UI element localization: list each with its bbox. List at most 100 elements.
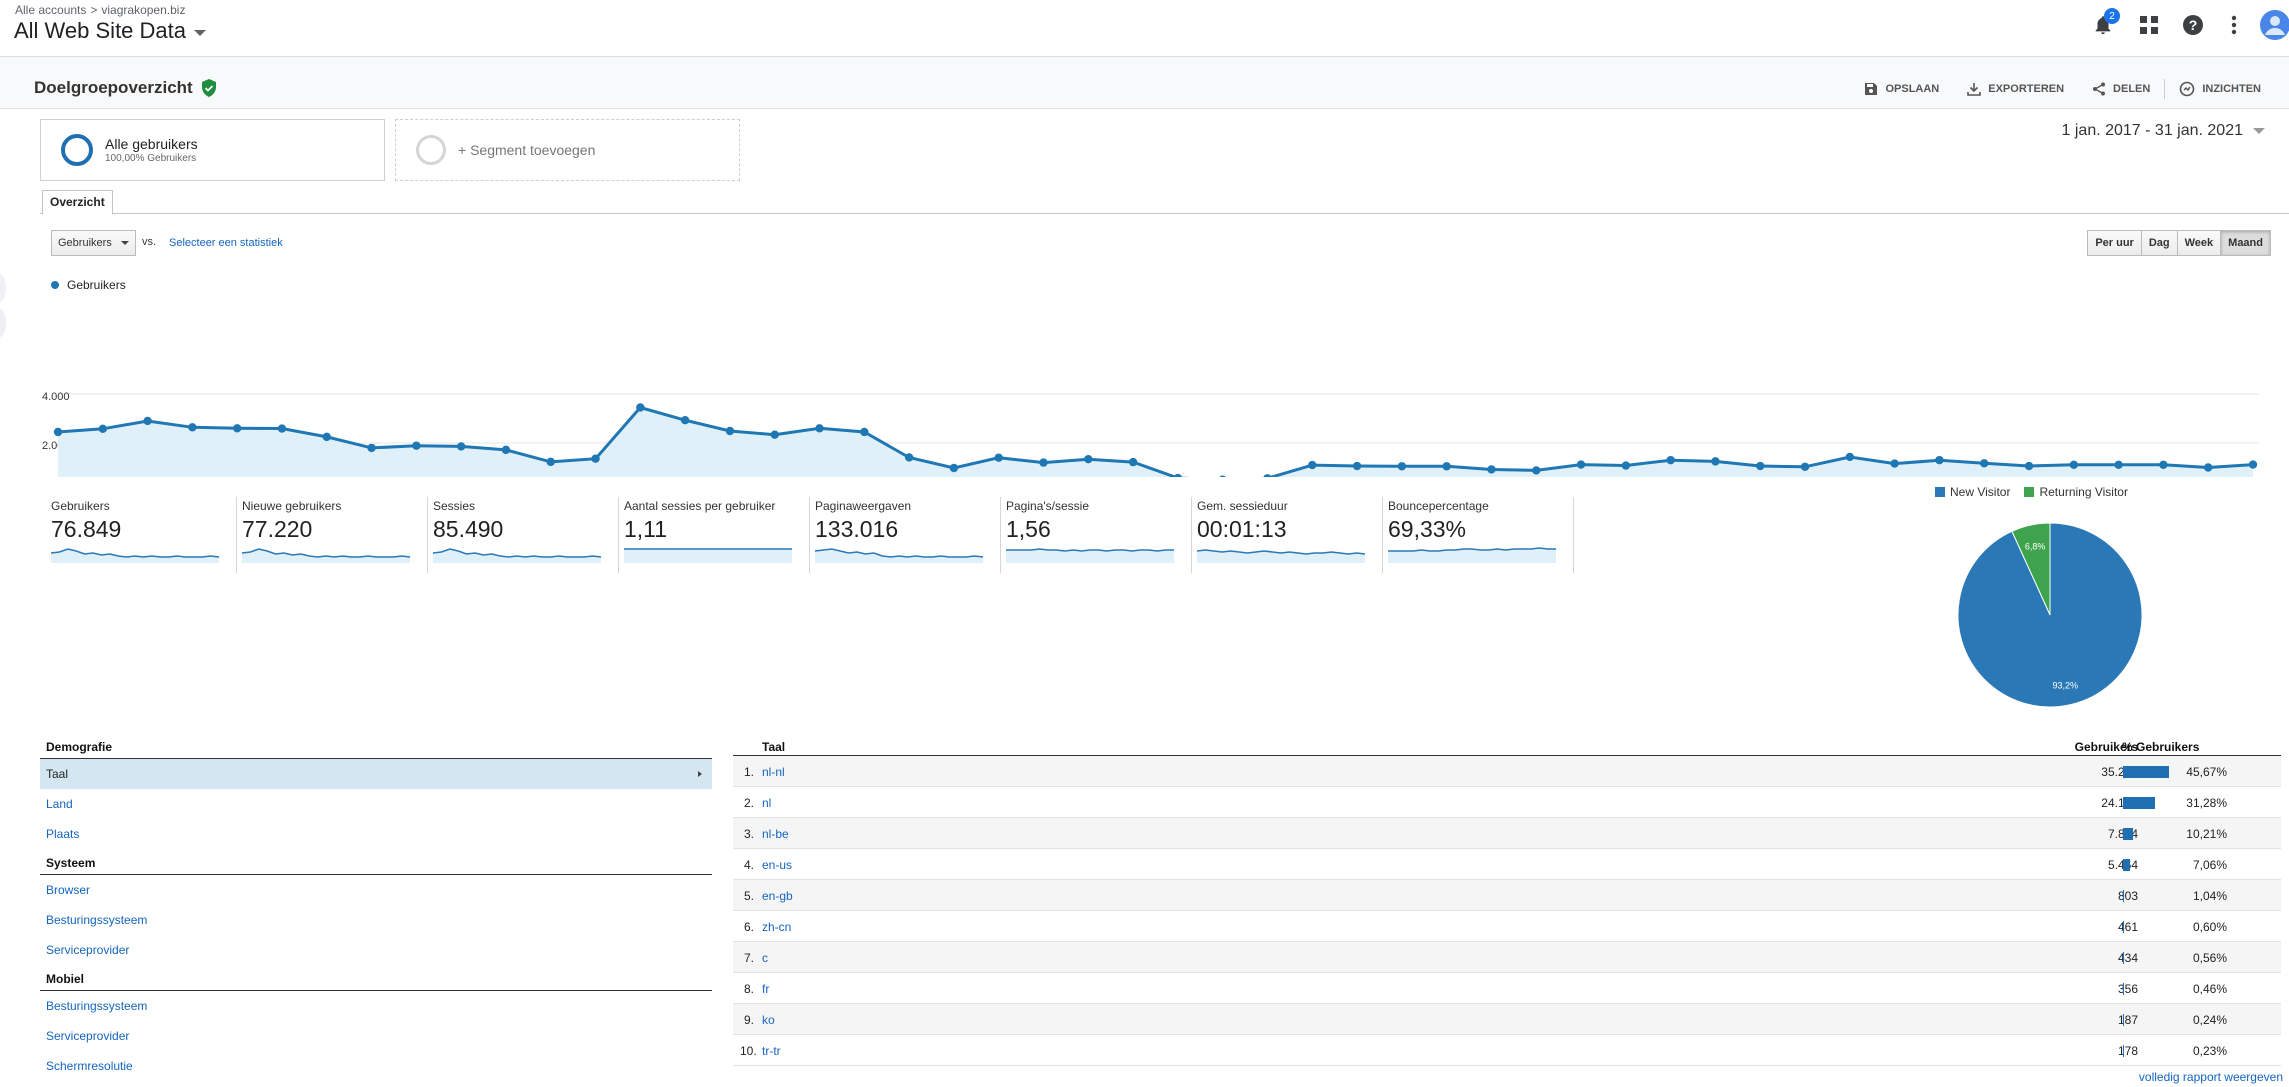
segment-all-users[interactable]: Alle gebruikers 100,00% Gebruikers bbox=[40, 119, 385, 181]
table-row[interactable]: 8. fr 356 0,46% bbox=[733, 973, 2281, 1004]
add-segment-button[interactable]: + Segment toevoegen bbox=[395, 119, 740, 181]
data-point[interactable] bbox=[1084, 454, 1093, 464]
granularity-week-button[interactable]: Week bbox=[2176, 230, 2222, 256]
data-point[interactable] bbox=[815, 424, 824, 433]
data-point[interactable] bbox=[188, 423, 197, 432]
notifications-button[interactable]: 2 bbox=[2088, 8, 2120, 40]
language-link[interactable]: fr bbox=[762, 982, 770, 996]
demographics-item[interactable]: Schermresolutie bbox=[40, 1051, 712, 1081]
data-point[interactable] bbox=[2024, 461, 2034, 471]
demographics-item[interactable]: Serviceprovider bbox=[40, 1021, 712, 1051]
scorecard[interactable]: Nieuwe gebruikers 77.220 bbox=[237, 497, 428, 573]
metric-dropdown[interactable]: Gebruikers bbox=[51, 230, 136, 256]
pie-slice[interactable] bbox=[1957, 522, 2143, 708]
data-point[interactable] bbox=[1308, 460, 1317, 470]
scorecard[interactable]: Sessies 85.490 bbox=[428, 497, 619, 573]
scorecard[interactable]: Aantal sessies per gebruiker 1,11 bbox=[619, 497, 810, 573]
data-point[interactable] bbox=[2204, 463, 2213, 472]
table-row[interactable]: 6. zh-cn 461 0,60% bbox=[733, 911, 2281, 942]
data-point[interactable] bbox=[501, 445, 511, 455]
date-range-picker[interactable]: 1 jan. 2017 - 31 jan. 2021 bbox=[2062, 122, 2265, 140]
scorecard[interactable]: Paginaweergaven 133.016 bbox=[810, 497, 1001, 573]
data-point[interactable] bbox=[1935, 455, 1944, 465]
language-link[interactable]: c bbox=[762, 951, 768, 965]
data-point[interactable] bbox=[1263, 474, 1272, 477]
data-point[interactable] bbox=[277, 424, 287, 433]
data-point[interactable] bbox=[1800, 462, 1810, 471]
data-point[interactable] bbox=[2159, 460, 2168, 470]
data-point[interactable] bbox=[322, 432, 331, 442]
data-point[interactable] bbox=[904, 453, 914, 462]
data-point[interactable] bbox=[367, 443, 376, 453]
table-row[interactable]: 2. nl 24.171 31,28% bbox=[733, 787, 2281, 818]
demographics-item[interactable]: Plaats bbox=[40, 819, 712, 849]
data-point[interactable] bbox=[1352, 461, 1362, 471]
table-row[interactable]: 1. nl-nl 35.293 45,67% bbox=[733, 756, 2281, 787]
scorecard[interactable]: Pagina's/sessie 1,56 bbox=[1001, 497, 1192, 573]
data-point[interactable] bbox=[1711, 457, 1720, 466]
language-link[interactable]: en-us bbox=[762, 858, 793, 872]
language-link[interactable]: zh-cn bbox=[762, 920, 792, 934]
language-link[interactable]: nl bbox=[762, 796, 772, 810]
select-statistic-link[interactable]: Selecteer een statistiek bbox=[169, 237, 283, 249]
data-point[interactable] bbox=[994, 453, 1003, 462]
demographics-item[interactable]: Taal bbox=[40, 759, 712, 789]
scorecard[interactable]: Bouncepercentage 69,33% bbox=[1383, 497, 1574, 573]
data-point[interactable] bbox=[546, 457, 555, 467]
table-row[interactable]: 4. en-us 5.454 7,06% bbox=[733, 849, 2281, 880]
table-row[interactable]: 7. c 434 0,56% bbox=[733, 942, 2281, 973]
granularity-hour-button[interactable]: Per uur bbox=[2087, 230, 2142, 256]
side-panel-handle[interactable] bbox=[0, 308, 6, 338]
data-point[interactable] bbox=[636, 403, 645, 412]
help-button[interactable]: ? bbox=[2178, 10, 2208, 40]
table-row[interactable]: 9. ko 187 0,24% bbox=[733, 1004, 2281, 1035]
granularity-month-button[interactable]: Maand bbox=[2220, 230, 2271, 256]
scorecard[interactable]: Gem. sessieduur 00:01:13 bbox=[1192, 497, 1383, 573]
tab-overview[interactable]: Overzicht bbox=[42, 190, 113, 215]
data-point[interactable] bbox=[412, 441, 421, 450]
language-link[interactable]: nl-nl bbox=[762, 765, 785, 779]
data-point[interactable] bbox=[1621, 461, 1631, 470]
data-point[interactable] bbox=[1756, 461, 1765, 471]
account-button[interactable] bbox=[2259, 10, 2289, 40]
data-point[interactable] bbox=[53, 427, 63, 437]
data-point[interactable] bbox=[1576, 460, 1586, 469]
data-point[interactable] bbox=[2248, 460, 2258, 469]
data-point[interactable] bbox=[1980, 459, 1989, 468]
data-point[interactable] bbox=[1218, 475, 1226, 477]
data-point[interactable] bbox=[1442, 462, 1451, 471]
data-point[interactable] bbox=[1128, 457, 1138, 467]
save-button[interactable]: OPSLAAN bbox=[1850, 79, 1953, 99]
apps-button[interactable] bbox=[2134, 10, 2164, 40]
scorecard[interactable]: Gebruikers 76.849 bbox=[46, 497, 237, 573]
data-point[interactable] bbox=[1532, 466, 1541, 475]
data-point[interactable] bbox=[770, 430, 779, 439]
pie-legend-item[interactable]: New Visitor bbox=[1935, 485, 2010, 499]
data-point[interactable] bbox=[1039, 458, 1048, 467]
share-button[interactable]: DELEN bbox=[2078, 79, 2164, 99]
granularity-day-button[interactable]: Dag bbox=[2140, 230, 2178, 256]
language-link[interactable]: nl-be bbox=[762, 827, 789, 841]
property-selector[interactable]: All Web Site Data bbox=[14, 18, 207, 44]
side-panel-handle[interactable] bbox=[0, 273, 6, 303]
pie-legend-item[interactable]: Returning Visitor bbox=[2024, 485, 2128, 499]
demographics-item[interactable]: Besturingssysteem bbox=[40, 991, 712, 1021]
data-point[interactable] bbox=[1890, 459, 1899, 468]
data-point[interactable] bbox=[680, 416, 690, 425]
language-link[interactable]: en-gb bbox=[762, 889, 793, 903]
data-point[interactable] bbox=[725, 426, 735, 436]
breadcrumb-account[interactable]: viagrakopen.biz bbox=[101, 3, 186, 17]
breadcrumb[interactable]: Alle accounts > viagrakopen.biz bbox=[15, 3, 185, 17]
data-point[interactable] bbox=[1845, 452, 1855, 462]
data-point[interactable] bbox=[1666, 455, 1675, 465]
data-point[interactable] bbox=[1487, 465, 1496, 474]
data-point[interactable] bbox=[860, 427, 869, 437]
data-point[interactable] bbox=[1397, 462, 1407, 471]
full-report-link[interactable]: volledig rapport weergeven bbox=[2138, 1070, 2283, 1084]
data-point[interactable] bbox=[949, 463, 959, 473]
data-point[interactable] bbox=[2069, 460, 2079, 470]
visitor-type-pie-chart[interactable]: 6,8% 93,2% bbox=[1950, 515, 2150, 715]
more-options-button[interactable] bbox=[2219, 10, 2249, 40]
export-button[interactable]: EXPORTEREN bbox=[1953, 79, 2078, 99]
